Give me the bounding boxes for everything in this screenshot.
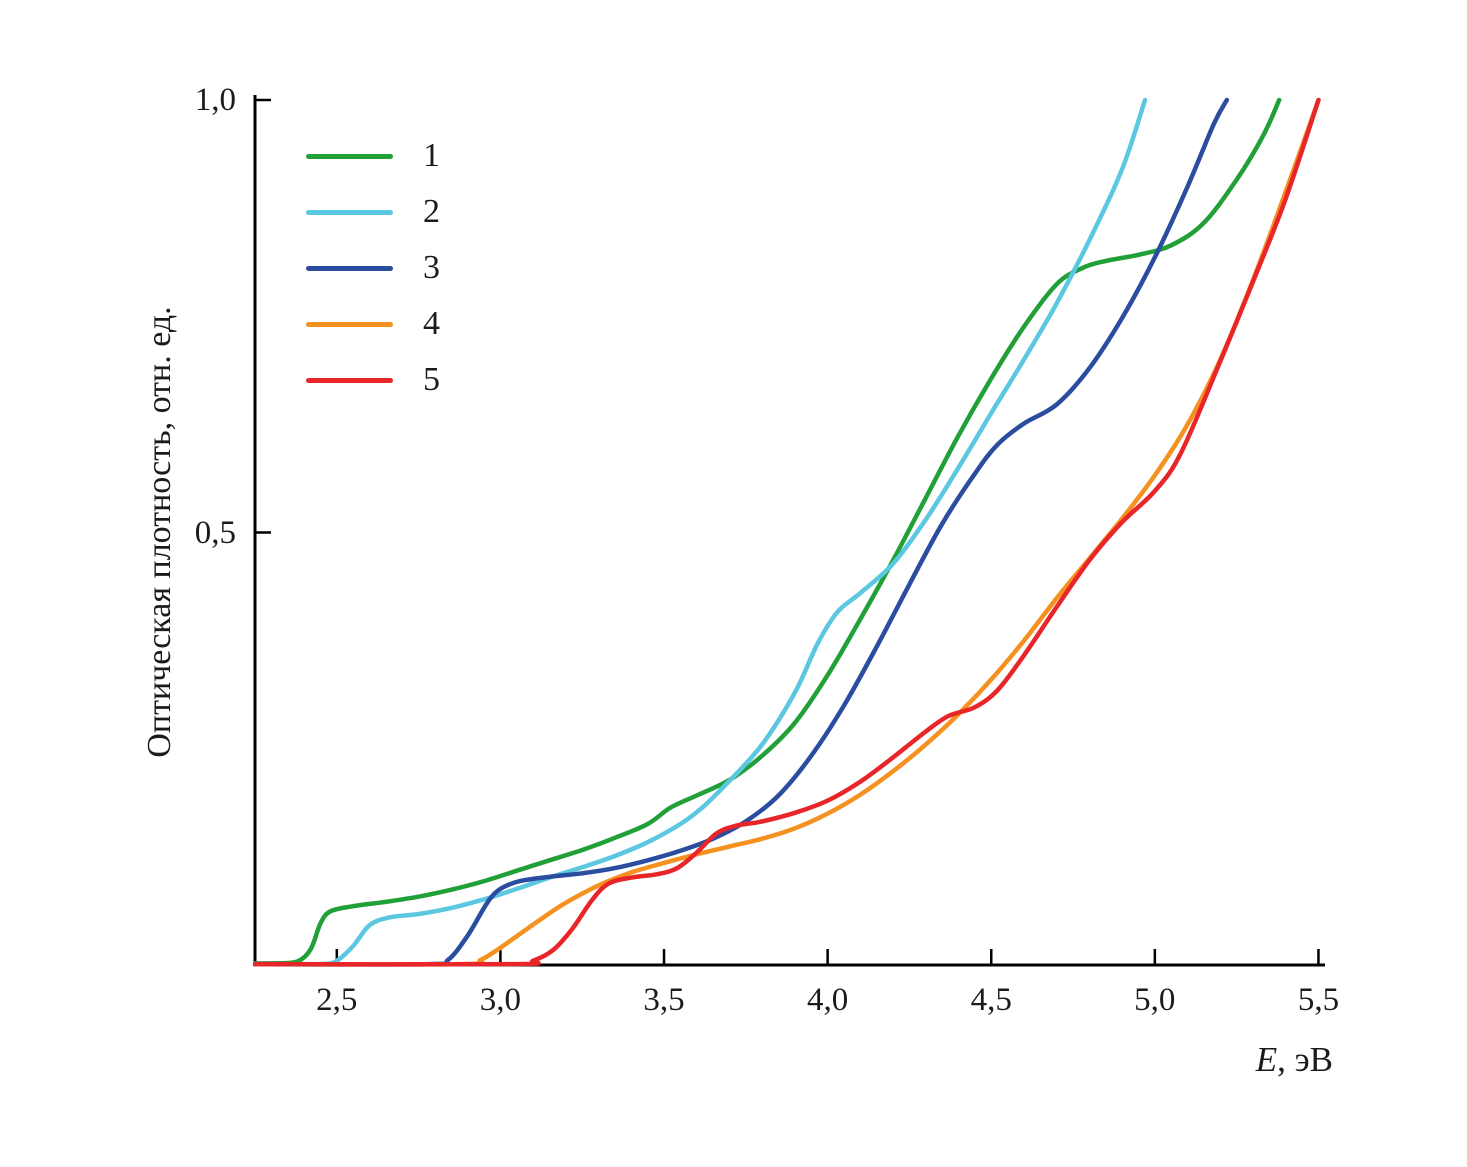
legend-entry-4: 4 xyxy=(306,296,440,352)
legend-line-5 xyxy=(306,377,393,383)
x-axis-variable: E xyxy=(1255,1040,1278,1079)
series-curve-5 xyxy=(253,97,1321,967)
series-group xyxy=(253,97,1321,967)
legend-line-3 xyxy=(306,265,393,271)
x-tick-label: 3,0 xyxy=(479,982,522,1018)
legend-line-2 xyxy=(306,209,393,215)
x-tick-label: 3,5 xyxy=(643,982,685,1018)
legend-entry-5: 5 xyxy=(306,352,440,408)
legend-label-2: 2 xyxy=(423,193,440,230)
legend-entry-1: 1 xyxy=(306,128,440,184)
legend-label-3: 3 xyxy=(423,249,440,286)
legend-entry-2: 2 xyxy=(306,184,440,240)
x-tick-label: 5,0 xyxy=(1134,982,1176,1018)
x-tick-label: 4,0 xyxy=(806,982,849,1018)
series-curve-2 xyxy=(253,97,1148,967)
series-curve-3 xyxy=(253,97,1230,967)
x-tick-label: 5,5 xyxy=(1297,982,1340,1018)
x-axis-title: E, эВ xyxy=(1256,1040,1333,1080)
legend: 1 2 3 4 5 xyxy=(306,128,440,408)
x-tick-label: 4,5 xyxy=(970,982,1012,1018)
legend-entry-3: 3 xyxy=(306,240,440,296)
legend-label-5: 5 xyxy=(423,361,440,398)
y-tick-label: 0,5 xyxy=(194,514,236,551)
legend-label-1: 1 xyxy=(423,137,440,174)
y-tick-label: 1,0 xyxy=(194,82,236,118)
x-axis-unit: , эВ xyxy=(1277,1040,1333,1079)
legend-line-1 xyxy=(306,153,393,159)
legend-line-4 xyxy=(306,321,393,327)
legend-label-4: 4 xyxy=(423,305,440,342)
series-curve-4 xyxy=(253,97,1321,967)
x-tick-label: 2,5 xyxy=(316,982,358,1018)
